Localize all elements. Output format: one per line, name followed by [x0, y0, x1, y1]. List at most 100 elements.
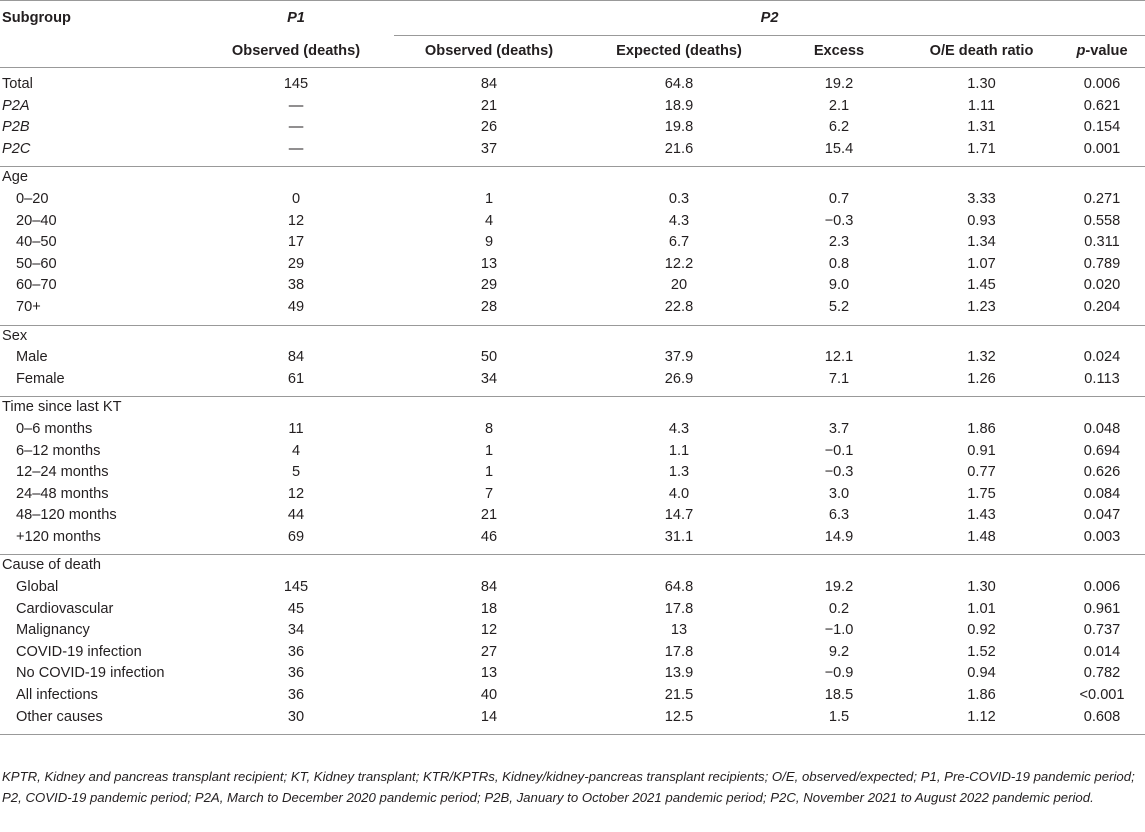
- cell-p2-excess: 7.1: [828, 370, 850, 387]
- section-title-sex: Sex: [0, 324, 1145, 348]
- table-row: 60–70 38 29 20 9.0 1.45 0.020: [0, 275, 1145, 297]
- cell-p2-excess: 0.7: [828, 190, 850, 207]
- row-label: 12–24 months: [16, 464, 109, 481]
- cell-p2-oe-ratio: 1.11: [967, 97, 996, 114]
- cell-p2-expected: 17.8: [664, 643, 694, 660]
- cell-p2-observed: 84: [480, 76, 498, 92]
- table-row: All infections 36 40 21.5 18.5 1.86 <0.001: [0, 685, 1145, 707]
- table-row-p2a: P2A — 21 18.9 2.1 1.11 0.621: [0, 96, 1145, 118]
- row-label: Total: [2, 76, 33, 92]
- table-row: 0–6 months 11 8 4.3 3.7 1.86 0.048: [0, 419, 1145, 441]
- cell-p2-observed: 50: [480, 349, 498, 366]
- cell-p2-excess: −0.9: [824, 665, 854, 682]
- cell-p2-observed: 21: [480, 97, 498, 114]
- cell-p2-observed: 21: [480, 507, 498, 524]
- cell-p2-oe-ratio: 1.34: [967, 234, 996, 251]
- table-row: 20–40 12 4 4.3 −0.3 0.93 0.558: [0, 211, 1145, 233]
- cell-p2-excess: 14.9: [824, 528, 854, 545]
- cell-p1-observed: 36: [287, 687, 305, 704]
- cell-p2-observed: 84: [480, 579, 498, 596]
- table-row: Malignancy 34 12 13 −1.0 0.92 0.737: [0, 620, 1145, 642]
- cell-p2-pvalue: 0.024: [1083, 349, 1121, 366]
- cell-p2-excess: −1.0: [824, 622, 854, 639]
- cell-p2-excess: 12.1: [824, 349, 854, 366]
- cell-p2-excess: 18.5: [824, 687, 854, 704]
- table-row: 6–12 months 4 1 1.1 −0.1 0.91 0.694: [0, 441, 1145, 463]
- table-row: 12–24 months 5 1 1.3 −0.3 0.77 0.626: [0, 462, 1145, 484]
- row-label: 0–6 months: [16, 420, 93, 437]
- cell-p2-expected: 13.9: [664, 665, 694, 682]
- row-label: +120 months: [16, 528, 101, 545]
- cell-p2-observed: 4: [484, 212, 494, 229]
- cell-p2-pvalue: 0.271: [1083, 190, 1121, 207]
- cell-p2-excess: 6.2: [828, 119, 850, 136]
- table-row: No COVID-19 infection 36 13 13.9 −0.9 0.94 0.7…: [0, 663, 1145, 685]
- cell-p2-observed: 28: [480, 298, 498, 315]
- row-label: No COVID-19 infection: [16, 665, 165, 682]
- cell-p2-expected: 4.3: [668, 212, 690, 229]
- cell-p2-observed: 1: [484, 190, 494, 207]
- cell-p2-pvalue: 0.961: [1083, 600, 1121, 617]
- header-p2-expected: Expected (deaths): [584, 35, 774, 68]
- table-row: Cardiovascular 45 18 17.8 0.2 1.01 0.961: [0, 599, 1145, 621]
- cell-p2-observed: 37: [480, 140, 498, 157]
- cell-p2-observed: 9: [484, 234, 494, 251]
- header-blank: [0, 35, 198, 68]
- cell-p2-expected: 21.6: [664, 140, 694, 157]
- cell-p2-excess: 0.8: [828, 255, 850, 272]
- cell-p2-expected: 20: [670, 277, 688, 294]
- cell-p2-observed: 27: [480, 643, 498, 660]
- cell-p2-excess: −0.3: [824, 464, 854, 481]
- cell-p2-observed: 40: [480, 687, 498, 704]
- cell-p2-pvalue: <0.001: [1079, 687, 1125, 704]
- cell-p1-observed: 84: [287, 349, 305, 366]
- cell-p1-observed: 45: [287, 600, 305, 617]
- cell-p2-observed: 14: [480, 708, 498, 725]
- table-row: 24–48 months 12 7 4.0 3.0 1.75 0.084: [0, 484, 1145, 506]
- cell-p2-excess: 3.0: [828, 485, 850, 502]
- cell-p1-observed: 38: [287, 277, 305, 294]
- table-row: Global 145 84 64.8 19.2 1.30 0.006: [0, 577, 1145, 599]
- row-label: Global: [16, 579, 59, 596]
- cell-p1-observed: 34: [287, 622, 305, 639]
- table-row: COVID-19 infection 36 27 17.8 9.2 1.52 0.014: [0, 642, 1145, 664]
- row-label: 6–12 months: [16, 442, 101, 459]
- cell-p2-expected: 12.5: [664, 708, 694, 725]
- cell-p2-expected: 31.1: [664, 528, 694, 545]
- header-pvalue-rest: -value: [1085, 43, 1128, 59]
- excess-mortality-table: Subgroup P1 P2 Observed (deaths) Observe…: [0, 0, 1145, 736]
- cell-p2-pvalue: 0.621: [1083, 97, 1121, 114]
- cell-p1-observed: 30: [287, 708, 305, 725]
- section-title-time: Time since last KT: [0, 396, 1145, 419]
- header-p1-observed: Observed (deaths): [198, 35, 394, 68]
- table-row: +120 months 69 46 31.1 14.9 1.48 0.003: [0, 527, 1145, 549]
- cell-p1-observed: —: [288, 140, 304, 157]
- cell-p2-observed: 12: [480, 622, 498, 639]
- cell-p1-observed: 61: [287, 370, 305, 387]
- row-label: P2C: [2, 140, 31, 157]
- cell-p2-oe-ratio: 0.77: [967, 464, 996, 481]
- cell-p2-expected: 4.0: [668, 485, 690, 502]
- table-row: 70+ 49 28 22.8 5.2 1.23 0.204: [0, 297, 1145, 319]
- cell-p2-pvalue: 0.608: [1083, 708, 1121, 725]
- cell-p2-pvalue: 0.694: [1083, 442, 1121, 459]
- cell-p2-observed: 29: [480, 277, 498, 294]
- cell-p2-excess: 9.0: [828, 277, 850, 294]
- cell-p2-pvalue: 0.020: [1083, 277, 1121, 294]
- row-label: Other causes: [16, 708, 103, 725]
- cell-p1-observed: 36: [287, 665, 305, 682]
- cell-p1-observed: 36: [287, 643, 305, 660]
- cell-p2-pvalue: 0.626: [1083, 464, 1121, 481]
- cell-p2-excess: 2.3: [828, 234, 850, 251]
- section-title-cause: Cause of death: [0, 554, 1145, 578]
- cell-p2-oe-ratio: 0.94: [967, 665, 996, 682]
- cell-p2-pvalue: 0.737: [1083, 622, 1121, 639]
- cell-p2-pvalue: 0.047: [1083, 507, 1121, 524]
- row-label: 60–70: [16, 277, 57, 294]
- row-label: COVID-19 infection: [16, 643, 142, 660]
- cell-p2-oe-ratio: 1.31: [967, 119, 996, 136]
- header-row-columns: Observed (deaths) Observed (deaths) Expe…: [0, 35, 1145, 68]
- row-label: Female: [16, 370, 65, 387]
- cell-p2-observed: 8: [484, 420, 494, 437]
- row-label: 24–48 months: [16, 485, 109, 502]
